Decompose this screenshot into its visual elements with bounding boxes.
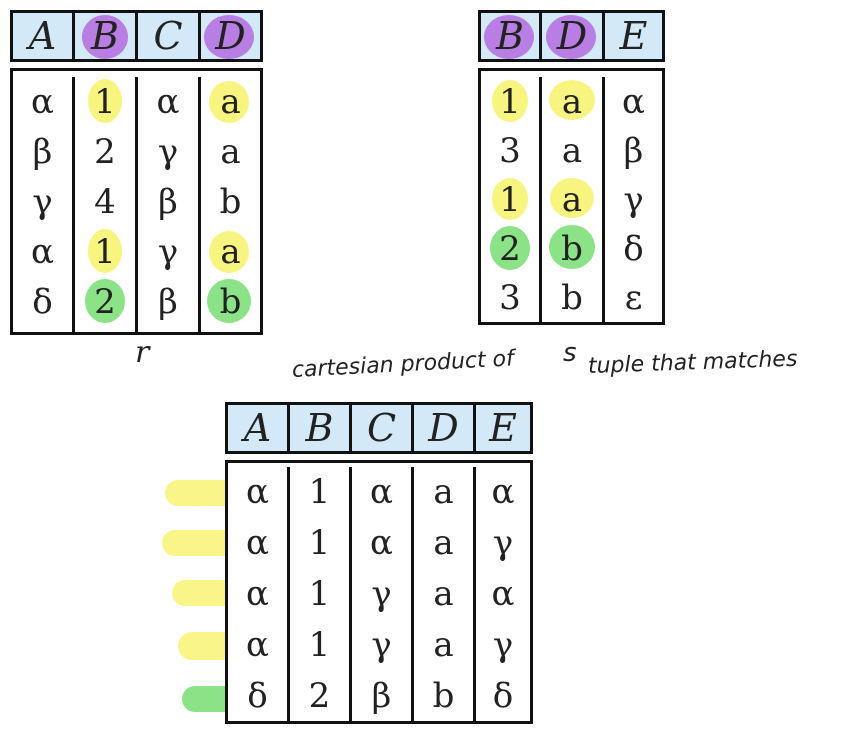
table-result-header-e: E (489, 406, 517, 450)
table-result-header-a: A (228, 405, 290, 451)
table-r-label: r (135, 335, 150, 370)
table-result-cell: a (433, 573, 454, 614)
table-r-cell: β (32, 132, 53, 172)
table-r-cell: γ (157, 132, 179, 172)
table-s-cell: ε (624, 277, 643, 318)
table-result-cell: 1 (308, 472, 331, 513)
table-r-cell: δ (32, 282, 53, 322)
table-result-cell: a (433, 472, 454, 513)
table-r-cell: b (219, 182, 242, 222)
table-r-cell: 4 (94, 182, 116, 222)
table-r-cell: γ (32, 182, 53, 222)
table-r-cell: α (31, 232, 54, 272)
table-result-header-b: B (290, 405, 352, 451)
table-result-cell: β (371, 675, 392, 716)
table-r-cell: 2 (94, 132, 116, 172)
table-result-cell: α (491, 472, 515, 513)
table-r-header-b: B (75, 13, 138, 59)
table-r-cell: 1 (75, 227, 135, 277)
table-result-cell: a (433, 624, 454, 665)
table-s-header-b: B (481, 13, 542, 59)
table-r-col-b: 1 2 4 1 2 (75, 77, 138, 332)
table-s-cell: 2 (481, 224, 539, 273)
table-s-cell: 1 (481, 77, 539, 126)
table-s-cell: b (542, 224, 602, 273)
table-s-col-d: a a a b b (542, 77, 605, 322)
table-result-header: A B C D E (225, 402, 533, 454)
table-r-cell: b (201, 277, 260, 327)
table-s-cell: α (622, 81, 645, 122)
table-result-cell: γ (492, 523, 514, 564)
table-result-col-d: a a a a b (414, 467, 476, 721)
table-result-body: α α α α δ 1 1 1 1 2 α α γ γ β a a a a b (225, 460, 533, 724)
table-s-cell: a (542, 77, 602, 126)
table-result-cell: δ (492, 675, 514, 716)
table-s-cell: a (542, 175, 602, 224)
table-s-cell: b (561, 277, 583, 318)
table-result-col-b: 1 1 1 1 2 (290, 467, 352, 721)
table-result-cell: α (491, 573, 515, 614)
table-r-cell: a (201, 77, 260, 127)
table-s-header-e: E (619, 14, 648, 58)
table-result-cell: α (370, 472, 393, 513)
table-result-cell: γ (371, 624, 392, 665)
table-result-cell: 1 (308, 573, 331, 614)
table-r-cell: a (201, 227, 260, 277)
table-s-col-e: α β γ δ ε (605, 77, 662, 322)
table-result-cell: α (246, 573, 269, 614)
table-r-col-d: a a b a b (201, 77, 260, 332)
table-result-cell: α (246, 472, 269, 513)
table-result-col-a: α α α α δ (228, 467, 290, 721)
table-result-cell: b (432, 675, 455, 716)
table-s-cell: a (561, 130, 583, 171)
table-r-cell: γ (157, 232, 179, 272)
table-result-cell: α (246, 624, 269, 665)
table-r-body: α β γ α δ 1 2 4 1 2 α γ β γ β a a b a b (10, 68, 263, 335)
table-result-cell: γ (371, 573, 392, 614)
table-s-cell: δ (623, 228, 644, 269)
table-result: A B C D E α α α α δ 1 1 1 1 2 α α γ γ β … (225, 402, 533, 724)
table-r-cell: β (158, 182, 178, 222)
table-r-cell: α (31, 82, 54, 122)
table-s-header-d: D (542, 13, 605, 59)
table-result-header-d: D (414, 405, 476, 451)
table-result-cell: α (370, 523, 393, 564)
table-result-cell: α (246, 523, 269, 564)
table-result-cell: 2 (308, 675, 331, 716)
table-result-header-c: C (352, 405, 414, 451)
table-r-cell: β (158, 282, 178, 322)
table-s: B D E 1 3 1 2 3 a a a b b α β γ δ ε (478, 10, 665, 325)
table-s-cell: 3 (499, 277, 521, 318)
table-r-header-a: A (13, 13, 75, 59)
table-r-header: A B C D (10, 10, 263, 62)
table-result-cell: δ (247, 675, 268, 716)
table-r-header-d: D (201, 13, 260, 59)
table-r-col-c: α γ β γ β (138, 77, 201, 332)
table-r-cell: α (156, 82, 180, 122)
table-s-cell: β (623, 130, 644, 171)
table-s-header: B D E (478, 10, 665, 62)
table-result-cell: a (433, 523, 454, 564)
table-result-cell: 1 (308, 624, 331, 665)
table-r: A B C D α β γ α δ 1 2 4 1 2 α γ β γ β a … (10, 10, 263, 335)
table-result-col-e: α γ α γ δ (476, 467, 530, 721)
table-s-col-b: 1 3 1 2 3 (481, 77, 542, 322)
table-s-cell: 1 (481, 175, 539, 224)
annotation-text-before: cartesian product of (291, 346, 515, 383)
table-result-cell: 1 (308, 523, 331, 564)
annotation-s-label: s (563, 338, 577, 368)
table-r-cell: 1 (75, 77, 135, 127)
table-s-cell: 3 (499, 130, 521, 171)
table-result-col-c: α α γ γ β (352, 467, 414, 721)
table-r-header-c: C (138, 13, 201, 59)
table-r-cell: 2 (75, 277, 135, 327)
table-s-body: 1 3 1 2 3 a a a b b α β γ δ ε (478, 68, 665, 325)
table-r-cell: a (220, 132, 241, 172)
table-result-cell: γ (492, 624, 514, 665)
table-r-col-a: α β γ α δ (13, 77, 75, 332)
table-s-cell: γ (623, 179, 644, 220)
annotation-text-after: tuple that matches (587, 346, 798, 379)
